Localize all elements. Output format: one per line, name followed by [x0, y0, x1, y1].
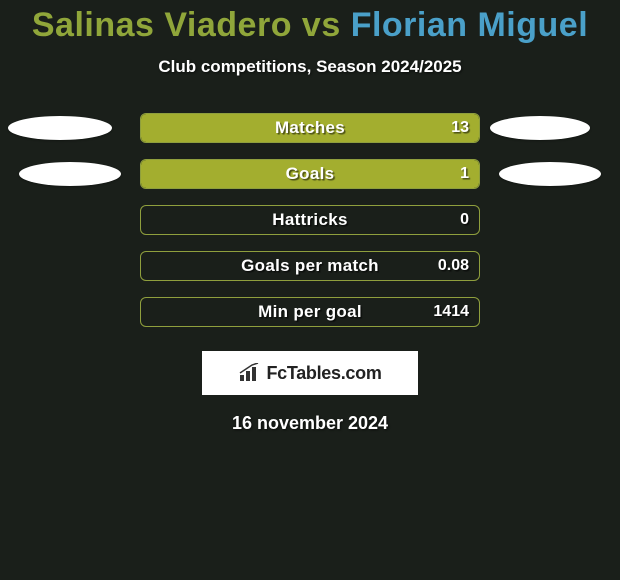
brand-logo-text: FcTables.com: [266, 363, 381, 384]
stat-value: 13: [451, 114, 469, 142]
stat-label: Min per goal: [141, 298, 479, 326]
right-player-marker: [499, 162, 601, 186]
stat-bar: Goals1: [140, 159, 480, 189]
stat-bar: Goals per match0.08: [140, 251, 480, 281]
stat-label: Goals per match: [141, 252, 479, 280]
date-text: 16 november 2024: [0, 413, 620, 434]
stat-value: 1: [460, 160, 469, 188]
stat-row: Goals per match0.08: [0, 251, 620, 281]
stat-row: Min per goal1414: [0, 297, 620, 327]
stat-value: 0: [460, 206, 469, 234]
right-player-marker: [490, 116, 590, 140]
brand-logo: FcTables.com: [238, 363, 381, 384]
page-title: Salinas Viadero vs Florian Miguel: [0, 6, 620, 45]
stat-value: 0.08: [438, 252, 469, 280]
subtitle: Club competitions, Season 2024/2025: [0, 57, 620, 77]
stat-label: Goals: [141, 160, 479, 188]
stat-bar: Min per goal1414: [140, 297, 480, 327]
stat-label: Matches: [141, 114, 479, 142]
left-player-marker: [8, 116, 112, 140]
brand-logo-box[interactable]: FcTables.com: [202, 351, 418, 395]
player-a-name: Salinas Viadero: [32, 6, 292, 44]
vs-separator: vs: [292, 6, 351, 44]
stat-label: Hattricks: [141, 206, 479, 234]
stat-value: 1414: [433, 298, 469, 326]
stat-bar: Hattricks0: [140, 205, 480, 235]
left-player-marker: [19, 162, 121, 186]
stat-row: Hattricks0: [0, 205, 620, 235]
comparison-widget: Salinas Viadero vs Florian Miguel Club c…: [0, 0, 620, 434]
stats-area: Matches13 Goals1 Hattricks0 Goals per match…: [0, 113, 620, 327]
player-b-name: Florian Miguel: [351, 6, 588, 44]
bar-chart-icon: [238, 363, 262, 383]
stat-bar: Matches13: [140, 113, 480, 143]
